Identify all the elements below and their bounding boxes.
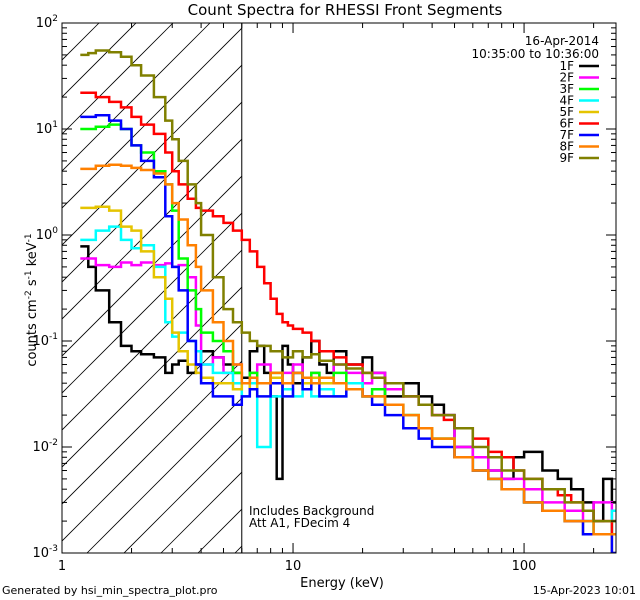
legend-label-9F: 9F — [559, 151, 574, 165]
legend-label-2F: 2F — [559, 71, 574, 85]
hatch-line — [62, 23, 211, 172]
hatch-line — [457, 23, 640, 553]
hatch-line — [62, 27, 242, 209]
series-5F — [80, 205, 616, 553]
hatch-line — [62, 23, 100, 61]
x-tick-label: 10 — [285, 559, 302, 574]
x-axis-label: Energy (keV) — [300, 576, 384, 591]
hatch-line — [62, 23, 174, 135]
x-tick-label: 100 — [512, 559, 537, 574]
legend-label-1F: 1F — [559, 59, 574, 73]
legend-label-7F: 7F — [559, 128, 574, 142]
hatch-line — [62, 286, 242, 468]
hatch-line — [62, 360, 242, 542]
series-6F — [80, 91, 616, 536]
hatch-line — [62, 64, 242, 246]
hatch-line — [62, 175, 242, 357]
hatch-line — [62, 249, 242, 431]
hatch-line — [309, 23, 640, 553]
series-layer — [80, 49, 616, 553]
y-axis: 10-3 10-2 10-1 100 101 102 — [32, 14, 616, 561]
time-range-label: 10:35:00 to 10:36:00 — [472, 47, 599, 61]
hatch-line — [86, 397, 242, 553]
hatch-line — [62, 101, 242, 283]
hatch-line — [272, 23, 640, 553]
footer-generated-by: Generated by hsi_min_spectra_plot.pro — [2, 584, 218, 597]
hatch-line — [531, 23, 640, 553]
chart-title: Count Spectra for RHESSI Front Segments — [188, 1, 503, 19]
hatch-line — [62, 323, 242, 505]
y-tick-label: 10-1 — [32, 332, 58, 349]
x-axis: 1 10 100 — [58, 23, 595, 574]
y-tick-label: 10-2 — [32, 438, 58, 455]
y-tick-label: 10-3 — [32, 544, 58, 561]
hatch-line — [568, 23, 640, 553]
annotation-background: Includes Background — [249, 504, 374, 518]
plot-frame — [61, 22, 617, 554]
y-axis-label: counts cm-2 s-1 keV-1 — [24, 233, 40, 366]
hatch-line — [346, 23, 640, 553]
series-8F — [80, 163, 616, 536]
series-3F — [80, 123, 616, 536]
y-tick-label: 102 — [36, 14, 58, 31]
legend-label-3F: 3F — [559, 82, 574, 96]
footer-timestamp: 15-Apr-2023 10:01 — [533, 584, 636, 597]
y-tick-label: 101 — [36, 120, 58, 137]
series-9F — [80, 49, 616, 523]
legend-label-6F: 6F — [559, 117, 574, 131]
hatch-line — [62, 212, 242, 394]
hatch-line — [234, 545, 242, 553]
legend-label-4F: 4F — [559, 94, 574, 108]
annotation-attenuator: Att A1, FDecim 4 — [249, 516, 350, 530]
date-label: 16-Apr-2014 — [525, 34, 599, 48]
x-tick-label: 1 — [58, 559, 66, 574]
hatch-clip — [62, 23, 640, 553]
legend-label-5F: 5F — [559, 105, 574, 119]
hatch-line — [605, 23, 640, 553]
hatch-line — [383, 23, 640, 553]
hatch-line — [420, 23, 640, 553]
series-2F — [80, 257, 616, 523]
hatched-region — [62, 23, 640, 553]
hatch-line — [123, 434, 242, 553]
series-7F — [80, 113, 616, 553]
legend-label-8F: 8F — [559, 140, 574, 154]
y-tick-label: 100 — [36, 226, 59, 243]
hatch-line — [62, 138, 242, 320]
